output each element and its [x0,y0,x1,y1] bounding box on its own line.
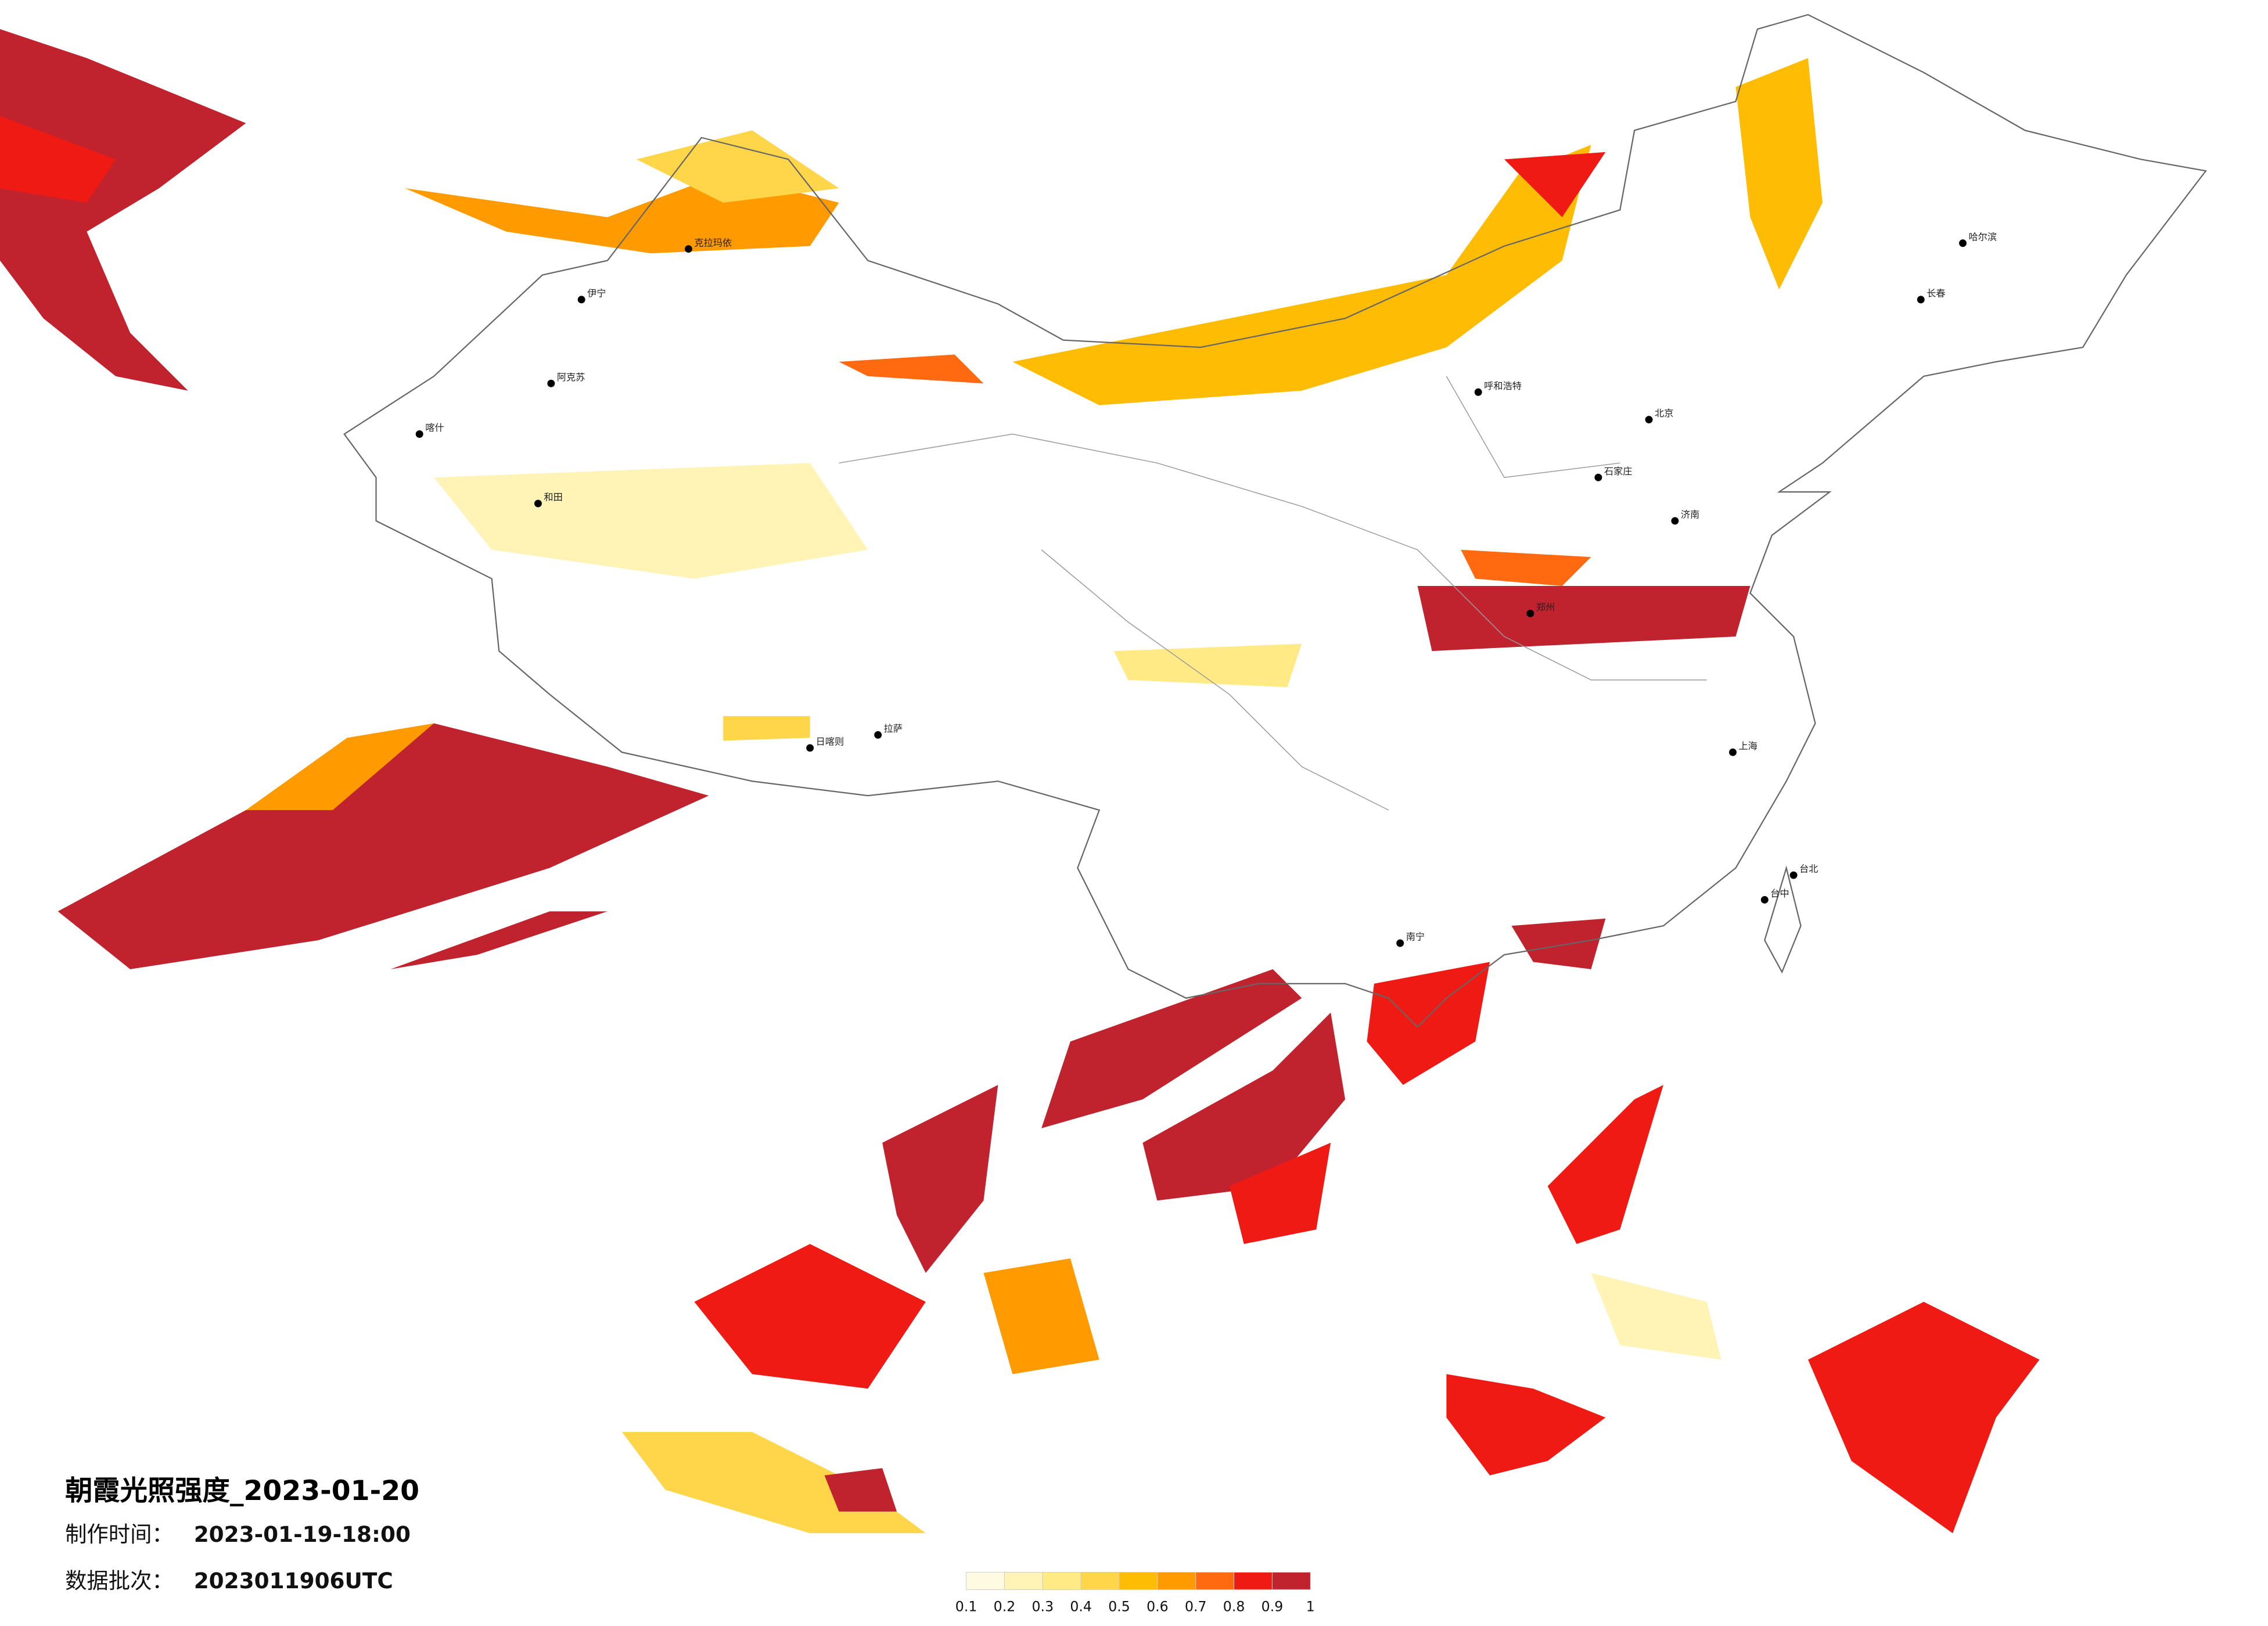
city-dot [1645,416,1653,424]
city-name: 郑州 [1536,602,1555,613]
blob [882,1085,998,1273]
city-name: 阿克苏 [557,372,585,383]
city-name: 台中 [1770,888,1789,899]
blob [0,29,246,391]
city-dot [534,499,542,508]
city-dot [874,731,882,739]
colorbar-swatch [1042,1571,1081,1590]
city-dot [1526,609,1534,617]
blob [694,1244,926,1389]
intensity-field [0,29,2040,1534]
colorbar-tick-label: 0.5 [1108,1599,1130,1615]
city-name: 喀什 [425,422,444,433]
city-name: 石家庄 [1604,466,1633,477]
blob [983,1258,1099,1375]
city-dot [1729,748,1737,756]
city-name: 和田 [544,492,562,503]
city-dot [806,744,814,752]
made-time-value: 2023-01-19-18:00 [194,1521,411,1547]
city-dot [1917,296,1925,304]
blob [1808,1301,2040,1534]
colorbar-swatch [1004,1571,1043,1590]
colorbar-tick-label: 0.7 [1185,1599,1207,1615]
batch-value: 2023011906UTC [194,1568,393,1593]
blob [434,463,868,579]
city-dot [1594,473,1602,481]
city-dot [1789,871,1798,879]
city-dot [547,379,555,387]
blob [0,116,116,203]
blob [1012,145,1591,405]
colorbar-swatch [1195,1571,1235,1590]
blob [246,723,434,811]
colorbar-swatch [1119,1571,1158,1590]
colorbar-swatch [966,1571,1005,1590]
city-name: 拉萨 [884,723,903,734]
colorbar-swatch [1080,1571,1120,1590]
blob [1113,643,1302,688]
map-title: 朝霞光照强度_2023-01-20 [65,1475,419,1507]
blob [824,1468,897,1512]
blob [1446,1374,1606,1476]
city-dot [1760,895,1769,904]
batch-label: 数据批次： [65,1568,174,1593]
colorbar-tick-label: 0.6 [1146,1599,1169,1615]
blob [839,354,984,384]
blob [1504,152,1606,217]
blob [1511,918,1606,969]
city-dot [684,245,692,253]
city-dot [1474,388,1482,396]
blob [636,130,839,203]
city-name: 日喀则 [816,736,844,747]
city-dot [577,296,585,304]
city-dot [1671,517,1679,525]
province-borders [839,376,1707,811]
city-dot [1959,239,1967,247]
blob [1229,1142,1331,1244]
city-name: 哈尔滨 [1968,231,1997,242]
colorbar-tick-label: 0.9 [1261,1599,1284,1615]
island-border [1764,865,1802,974]
city-dot [415,430,423,438]
colorbar-tick-label: 0.1 [955,1599,977,1615]
city-name: 长春 [1926,287,1945,298]
city-dot [1396,939,1404,947]
colorbar-swatch [1234,1571,1273,1590]
colorbar-swatch [1157,1571,1196,1590]
colorbar-tick-label: 1 [1306,1599,1315,1615]
colorbar-tick-label: 0.4 [1070,1599,1092,1615]
city-name: 克拉玛依 [694,237,732,248]
country-border [343,14,2207,1028]
city-name: 北京 [1655,408,1673,419]
city-name: 济南 [1681,509,1699,520]
city-name: 呼和浩特 [1484,380,1522,391]
blob [1041,969,1302,1128]
blob [1142,1012,1346,1201]
colorbar: 0.1 0.2 0.3 0.4 0.5 0.6 0.7 0.8 0.9 1 [955,1571,1315,1615]
blob [1735,57,1823,290]
city-name: 上海 [1739,740,1757,751]
colorbar-swatch [1271,1571,1311,1590]
blob [390,911,608,969]
blob [1461,549,1591,587]
colorbar-tick-label: 0.2 [994,1599,1016,1615]
colorbar-tick-label: 0.3 [1032,1599,1054,1615]
made-time-label: 制作时间： [65,1521,174,1547]
blob [1591,1272,1721,1360]
blob [1417,586,1751,652]
blob [57,723,709,969]
city-name: 台北 [1799,864,1818,875]
blob [1367,962,1490,1085]
blob [1547,1085,1663,1244]
blob [723,716,810,741]
city-name: 伊宁 [587,287,606,298]
city-name: 南宁 [1406,931,1425,942]
colorbar-tick-label: 0.8 [1223,1599,1245,1615]
